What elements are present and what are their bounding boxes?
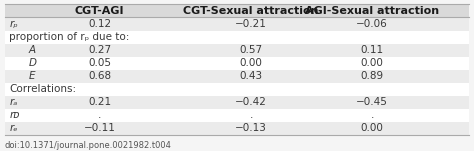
Text: 0.27: 0.27 bbox=[88, 45, 111, 55]
Text: 0.00: 0.00 bbox=[240, 58, 263, 68]
Text: 0.68: 0.68 bbox=[88, 71, 111, 81]
Bar bbox=[5, 109, 469, 122]
Text: −0.21: −0.21 bbox=[235, 19, 267, 29]
Text: −0.13: −0.13 bbox=[235, 123, 267, 133]
Bar bbox=[5, 96, 469, 109]
Text: rₚ: rₚ bbox=[9, 19, 18, 29]
Text: Correlations:: Correlations: bbox=[9, 84, 77, 94]
Text: rₑ: rₑ bbox=[9, 123, 18, 133]
Text: .: . bbox=[98, 110, 101, 120]
Bar bbox=[5, 18, 469, 31]
Bar bbox=[5, 122, 469, 135]
Bar bbox=[5, 4, 469, 18]
Text: .: . bbox=[249, 110, 253, 120]
Text: −0.06: −0.06 bbox=[356, 19, 388, 29]
Text: −0.42: −0.42 bbox=[235, 97, 267, 107]
Bar bbox=[5, 31, 469, 43]
Text: 0.11: 0.11 bbox=[361, 45, 383, 55]
Text: 0.89: 0.89 bbox=[361, 71, 383, 81]
Text: CGT-AGI: CGT-AGI bbox=[75, 6, 124, 16]
Bar bbox=[5, 43, 469, 57]
Text: E: E bbox=[28, 71, 35, 81]
Text: rᴅ: rᴅ bbox=[9, 110, 20, 120]
Text: doi:10.1371/journal.pone.0021982.t004: doi:10.1371/journal.pone.0021982.t004 bbox=[5, 141, 172, 150]
Text: −0.11: −0.11 bbox=[83, 123, 116, 133]
Text: 0.00: 0.00 bbox=[361, 123, 383, 133]
Text: D: D bbox=[28, 58, 36, 68]
Text: 0.21: 0.21 bbox=[88, 97, 111, 107]
Text: A: A bbox=[28, 45, 36, 55]
Bar bbox=[5, 70, 469, 83]
Bar bbox=[5, 57, 469, 70]
Bar bbox=[5, 83, 469, 96]
Text: AGI-Sexual attraction: AGI-Sexual attraction bbox=[305, 6, 439, 16]
Text: .: . bbox=[370, 110, 374, 120]
Text: 0.00: 0.00 bbox=[361, 58, 383, 68]
Text: 0.05: 0.05 bbox=[88, 58, 111, 68]
Text: CGT-Sexual attraction: CGT-Sexual attraction bbox=[183, 6, 319, 16]
Text: −0.45: −0.45 bbox=[356, 97, 388, 107]
Text: rₐ: rₐ bbox=[9, 97, 18, 107]
Text: 0.57: 0.57 bbox=[240, 45, 263, 55]
Text: proportion of rₚ due to:: proportion of rₚ due to: bbox=[9, 32, 130, 42]
Text: 0.12: 0.12 bbox=[88, 19, 111, 29]
Text: 0.43: 0.43 bbox=[240, 71, 263, 81]
